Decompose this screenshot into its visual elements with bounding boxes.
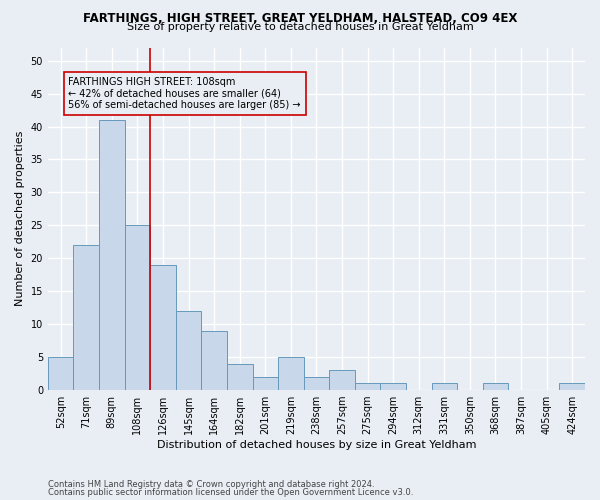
Bar [355,384,380,390]
Bar [73,245,99,390]
Bar [278,357,304,390]
Bar [125,226,150,390]
Text: Size of property relative to detached houses in Great Yeldham: Size of property relative to detached ho… [127,22,473,32]
Bar [304,377,329,390]
Text: Contains HM Land Registry data © Crown copyright and database right 2024.: Contains HM Land Registry data © Crown c… [48,480,374,489]
Text: FARTHINGS HIGH STREET: 108sqm
← 42% of detached houses are smaller (64)
56% of s: FARTHINGS HIGH STREET: 108sqm ← 42% of d… [68,77,301,110]
Text: Contains public sector information licensed under the Open Government Licence v3: Contains public sector information licen… [48,488,413,497]
Bar [482,384,508,390]
Bar [202,331,227,390]
Bar [176,311,202,390]
Bar [329,370,355,390]
Y-axis label: Number of detached properties: Number of detached properties [15,131,25,306]
Text: FARTHINGS, HIGH STREET, GREAT YELDHAM, HALSTEAD, CO9 4EX: FARTHINGS, HIGH STREET, GREAT YELDHAM, H… [83,12,517,26]
Bar [48,357,73,390]
Bar [99,120,125,390]
Bar [431,384,457,390]
Bar [253,377,278,390]
Bar [559,384,585,390]
X-axis label: Distribution of detached houses by size in Great Yeldham: Distribution of detached houses by size … [157,440,476,450]
Bar [227,364,253,390]
Bar [380,384,406,390]
Bar [150,265,176,390]
